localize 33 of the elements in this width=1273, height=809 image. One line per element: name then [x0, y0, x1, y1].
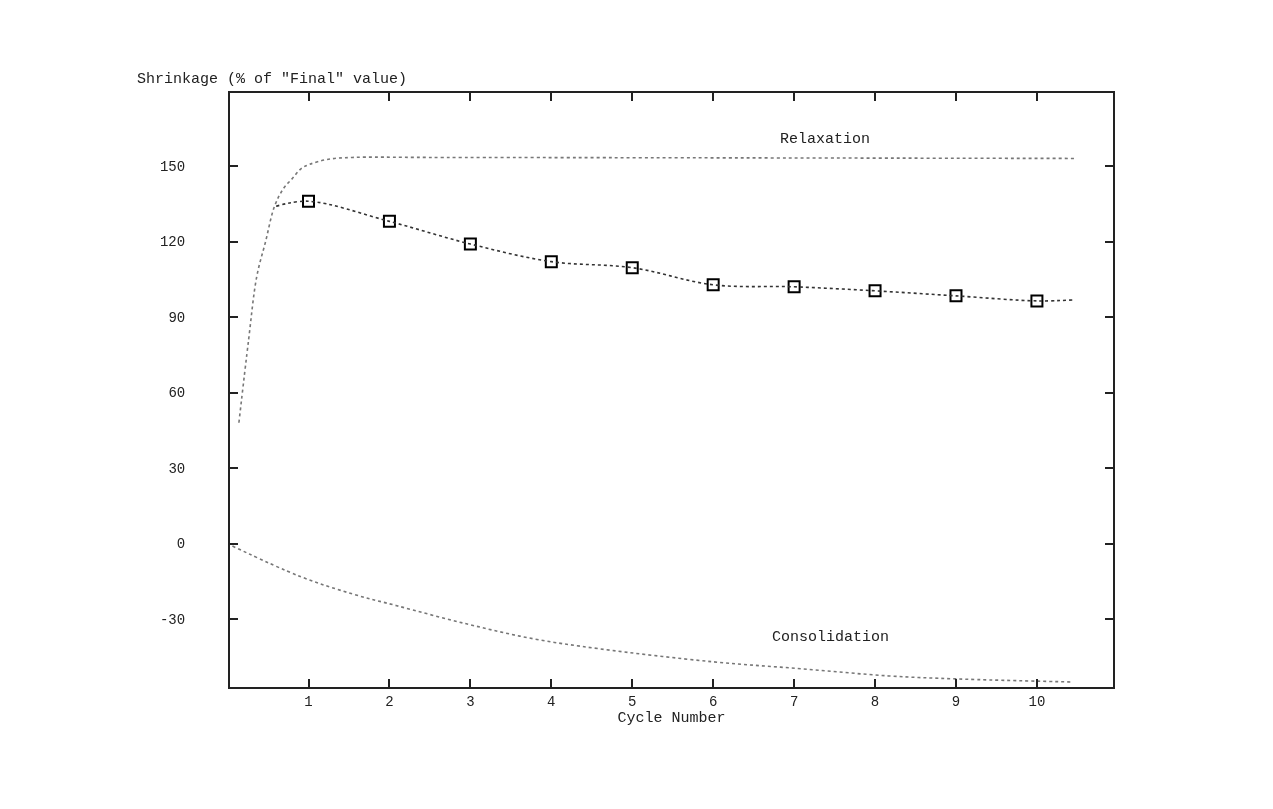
point [382, 214, 396, 228]
y-tick-label: 30 [168, 460, 186, 477]
y-tick-label: 120 [159, 234, 186, 251]
y-tick-label: 90 [168, 309, 186, 326]
x-tick-label: 8 [870, 693, 880, 710]
x-tick-label: 4 [547, 693, 556, 710]
point [787, 280, 801, 294]
line-series [231, 545, 1073, 683]
x-axis-title: Cycle Number [617, 709, 726, 727]
annotation: Relaxation [780, 131, 871, 148]
x-tick-label: 10 [1028, 693, 1046, 710]
x-tick-label: 9 [951, 693, 961, 710]
point [706, 278, 720, 292]
x-tick-label: 3 [466, 693, 475, 710]
x-tick-label: 6 [708, 693, 718, 710]
x-tick-label: 5 [628, 693, 637, 710]
x-tick-label: 7 [789, 693, 799, 710]
x-tick-label: 1 [304, 693, 313, 710]
point [868, 284, 882, 298]
point [1030, 294, 1044, 308]
point [463, 237, 477, 251]
x-tick-label: 2 [385, 693, 394, 710]
point [302, 194, 316, 208]
point [544, 255, 558, 269]
y-tick-label: 0 [176, 536, 186, 553]
y-tick-label: 150 [159, 158, 186, 175]
annotation: Consolidation [772, 629, 890, 646]
line-series [238, 156, 1075, 424]
y-tick-label: -30 [159, 611, 186, 628]
point [949, 289, 963, 303]
y-tick-label: 60 [168, 385, 186, 402]
point [625, 261, 639, 275]
y-axis-title: Shrinkage (% of "Final" value) [137, 71, 408, 88]
